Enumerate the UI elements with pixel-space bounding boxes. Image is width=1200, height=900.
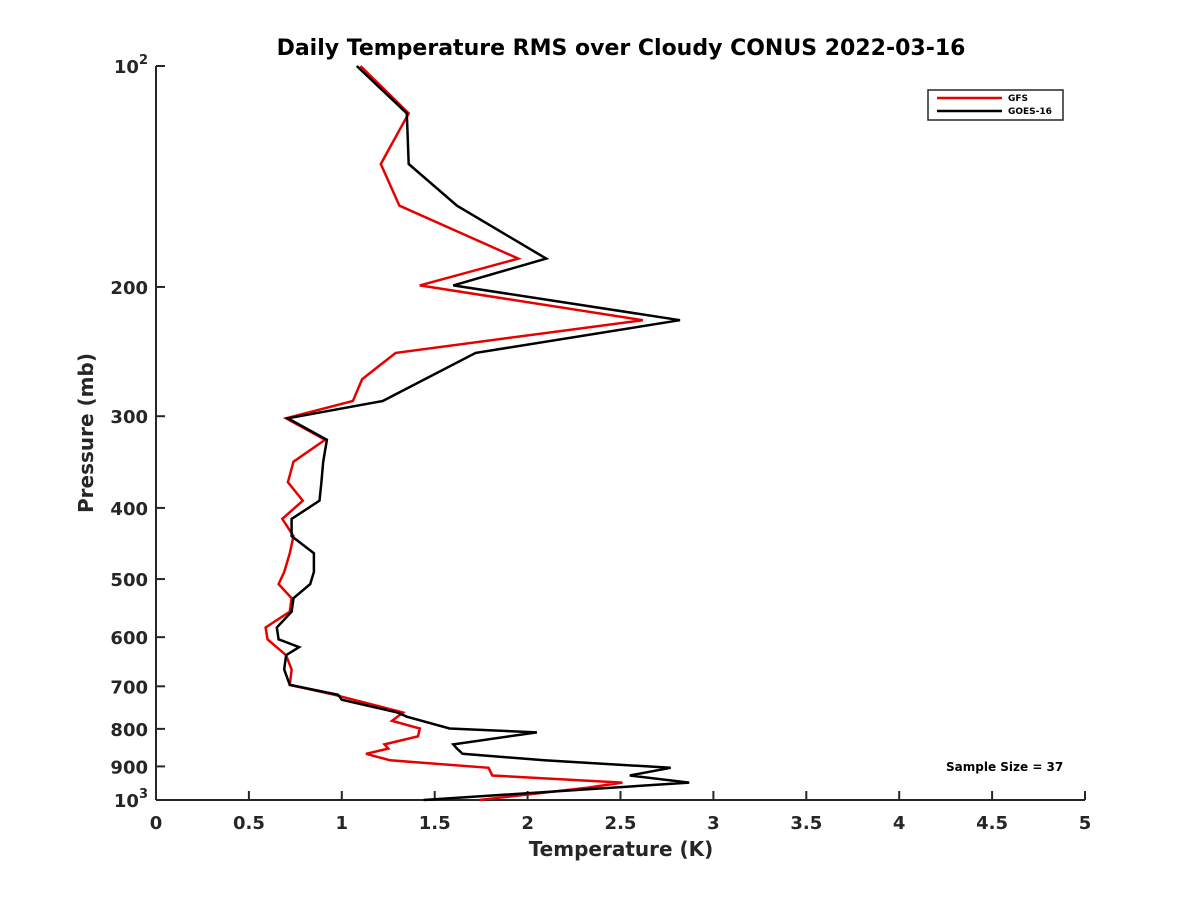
legend-box xyxy=(927,89,1064,121)
x-tick-label: 2 xyxy=(521,813,534,834)
y-tick-label: 102 xyxy=(114,53,148,78)
x-tick-label: 3.5 xyxy=(790,813,822,834)
x-tick-label: 1.5 xyxy=(419,813,451,834)
y-tick-label: 200 xyxy=(110,278,148,299)
x-tick-label: 0.5 xyxy=(233,813,265,834)
x-tick-label: 2.5 xyxy=(605,813,637,834)
series-line-gfs xyxy=(264,65,643,802)
y-tick-label: 600 xyxy=(110,628,148,649)
x-tick-label: 3 xyxy=(707,813,720,834)
series-line-goes16 xyxy=(275,65,690,802)
legend-label-gfs: GFS xyxy=(1008,94,1028,104)
legend: GFS GOES-16 xyxy=(927,89,1064,121)
x-tick-label: 0 xyxy=(150,813,163,834)
x-axis-label: Temperature (K) xyxy=(529,837,714,861)
y-tick-label: 300 xyxy=(110,407,148,428)
y-axis-label: Pressure (mb) xyxy=(74,353,98,513)
x-axis-ticks: 0 0.5 1 1.5 2 2.5 3 3.5 4 4.5 5 xyxy=(150,791,1092,834)
y-tick-label: 500 xyxy=(110,570,148,591)
x-tick-label: 5 xyxy=(1079,813,1092,834)
series-layer xyxy=(264,65,690,802)
x-tick-label: 4.5 xyxy=(976,813,1008,834)
sample-size-annotation: Sample Size = 37 xyxy=(946,760,1063,774)
x-tick-label: 4 xyxy=(893,813,906,834)
y-tick-label: 800 xyxy=(110,720,148,741)
chart-title: Daily Temperature RMS over Cloudy CONUS … xyxy=(277,36,966,61)
y-axis-ticks: 102 200 300 400 500 600 700 800 900 103 xyxy=(110,53,165,812)
y-tick-label: 103 xyxy=(114,787,148,812)
legend-label-goes16: GOES-16 xyxy=(1008,107,1052,117)
y-tick-label: 400 xyxy=(110,499,148,520)
x-tick-label: 1 xyxy=(336,813,349,834)
y-tick-label: 900 xyxy=(110,757,148,778)
y-tick-label: 700 xyxy=(110,677,148,698)
